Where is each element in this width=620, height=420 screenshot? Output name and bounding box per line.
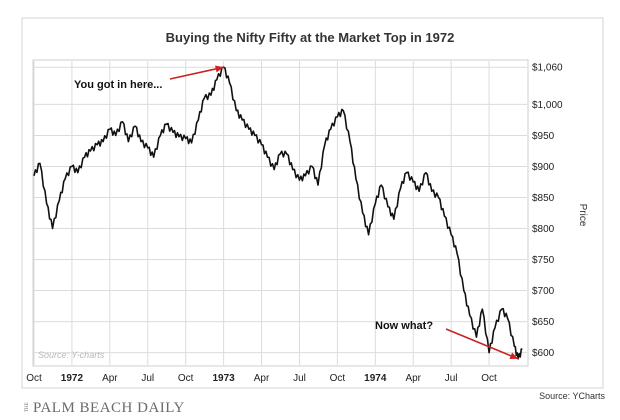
x-tick-label: Oct: [178, 373, 194, 384]
y-tick-label: $850: [532, 193, 555, 204]
x-tick-label: Jul: [293, 373, 306, 384]
x-tick-label: Oct: [26, 373, 42, 384]
y-axis-label: Price: [577, 204, 588, 227]
annotation-arrowhead: [215, 65, 224, 73]
x-tick-label: Oct: [481, 373, 497, 384]
y-tick-label: $700: [532, 286, 555, 297]
x-tick-label: Apr: [405, 373, 421, 384]
chart-frame: [21, 17, 604, 389]
gridlines: [33, 61, 527, 365]
y-tick-label: $650: [532, 317, 555, 328]
source-outside: Source: YCharts: [539, 391, 605, 401]
series-layer: [33, 66, 523, 360]
annotations: You got in here... Now what?: [74, 65, 519, 360]
annotation-text-top: You got in here...: [74, 79, 162, 91]
annotation-text-bottom: Now what?: [375, 320, 433, 332]
x-tick-label: Jul: [141, 373, 154, 384]
y-tick-label: $1,060: [532, 63, 563, 74]
annotation-arrow: [445, 328, 519, 360]
y-axis-ticks: $600 $650 $700 $750 $800 $850 $900 $950 $1,000 $1…: [532, 63, 563, 359]
price-series-line: [33, 66, 523, 360]
x-tick-label: Apr: [102, 373, 118, 384]
y-tick-label: $950: [532, 131, 555, 142]
annotation-arrow: [169, 66, 224, 80]
x-tick-label: 1973: [212, 373, 235, 384]
x-tick-label: Oct: [330, 373, 346, 384]
annotation-arrowhead: [509, 352, 519, 359]
chart-title: Buying the Nifty Fifty at the Market Top…: [166, 30, 455, 45]
brand-name: PALM BEACH DAILY: [33, 400, 185, 416]
x-tick-label: 1972: [61, 373, 84, 384]
y-tick-label: $750: [532, 255, 555, 266]
y-tick-label: $1,000: [532, 100, 563, 111]
y-tick-label: $900: [532, 162, 555, 173]
plot-area: [32, 59, 529, 367]
y-tick-label: $600: [532, 348, 555, 359]
y-tick-label: $800: [532, 224, 555, 235]
x-axis-ticks: Oct 1972 Apr Jul Oct 1973 Apr Jul Oct 1974 Apr Jul O…: [26, 373, 497, 384]
x-tick-label: 1974: [364, 373, 387, 384]
x-tick-label: Apr: [254, 373, 270, 384]
x-tick-label: Jul: [445, 373, 458, 384]
brand-logo: THE PALM BEACH DAILY: [25, 400, 185, 416]
source-inside: Source: Y-charts: [38, 350, 105, 360]
brand-the: THE: [25, 402, 30, 412]
